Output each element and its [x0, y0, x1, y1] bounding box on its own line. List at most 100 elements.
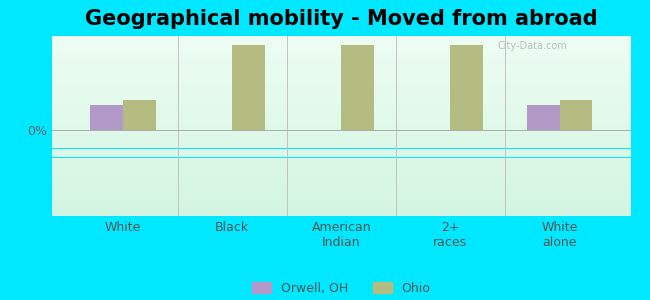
- Bar: [52, 125, 630, 126]
- Bar: [52, 191, 630, 192]
- Bar: [52, 115, 630, 116]
- Bar: [52, 60, 630, 61]
- Bar: [52, 88, 630, 89]
- Bar: [52, 135, 630, 136]
- Bar: [52, 107, 630, 108]
- Bar: [52, 54, 630, 55]
- Bar: [52, 103, 630, 104]
- Bar: [52, 131, 630, 132]
- Bar: [52, 63, 630, 64]
- Bar: [52, 174, 630, 175]
- Bar: [52, 112, 630, 113]
- Bar: [52, 113, 630, 114]
- Bar: [52, 102, 630, 103]
- Bar: [52, 163, 630, 164]
- Bar: [52, 169, 630, 170]
- Bar: [52, 160, 630, 161]
- Bar: [52, 192, 630, 193]
- Bar: [52, 145, 630, 146]
- Bar: [52, 211, 630, 212]
- Bar: [52, 65, 630, 66]
- Bar: [52, 162, 630, 163]
- Bar: [52, 199, 630, 200]
- Bar: [52, 140, 630, 141]
- Bar: [52, 195, 630, 196]
- Bar: [52, 51, 630, 52]
- Bar: [52, 148, 630, 149]
- Bar: [52, 127, 630, 128]
- Bar: [52, 196, 630, 197]
- Bar: [52, 134, 630, 135]
- Bar: [52, 215, 630, 216]
- Bar: [52, 204, 630, 205]
- Bar: [52, 108, 630, 109]
- Bar: [52, 179, 630, 180]
- Bar: [52, 202, 630, 203]
- Bar: [52, 37, 630, 38]
- Bar: [52, 93, 630, 94]
- Bar: [52, 97, 630, 98]
- Bar: [52, 85, 630, 86]
- Bar: [52, 180, 630, 181]
- Bar: [52, 78, 630, 79]
- Bar: [52, 194, 630, 195]
- Bar: [52, 207, 630, 208]
- Bar: [52, 89, 630, 90]
- Bar: [52, 157, 630, 158]
- Bar: [560, 100, 592, 130]
- Bar: [52, 75, 630, 76]
- Bar: [52, 197, 630, 198]
- Bar: [52, 56, 630, 57]
- Bar: [52, 94, 630, 95]
- Bar: [52, 43, 630, 44]
- Bar: [52, 193, 630, 194]
- Bar: [52, 202, 630, 203]
- Bar: [52, 141, 630, 142]
- Bar: [52, 48, 630, 49]
- Bar: [52, 96, 630, 97]
- Bar: [232, 45, 265, 130]
- Bar: [52, 143, 630, 144]
- Bar: [52, 147, 630, 148]
- Bar: [52, 153, 630, 154]
- Bar: [52, 158, 630, 159]
- Bar: [52, 77, 630, 78]
- Bar: [52, 167, 630, 168]
- Bar: [52, 84, 630, 85]
- Bar: [52, 142, 630, 143]
- Bar: [52, 182, 630, 183]
- Text: City-Data.com: City-Data.com: [497, 41, 567, 51]
- Bar: [52, 98, 630, 99]
- Bar: [52, 70, 630, 71]
- Bar: [52, 178, 630, 179]
- Bar: [52, 40, 630, 41]
- Bar: [52, 176, 630, 177]
- Bar: [52, 144, 630, 145]
- Bar: [52, 183, 630, 184]
- Bar: [52, 146, 630, 147]
- Bar: [52, 173, 630, 174]
- Bar: [52, 72, 630, 73]
- Bar: [52, 59, 630, 60]
- Bar: [52, 164, 630, 165]
- Bar: [52, 177, 630, 178]
- Bar: [52, 209, 630, 210]
- Bar: [52, 104, 630, 105]
- Bar: [52, 136, 630, 137]
- Bar: [52, 90, 630, 91]
- Bar: [52, 55, 630, 56]
- Bar: [52, 105, 630, 106]
- Bar: [52, 49, 630, 50]
- Bar: [52, 128, 630, 129]
- Bar: [52, 188, 630, 189]
- Bar: [52, 53, 630, 54]
- Bar: [52, 200, 630, 201]
- Bar: [52, 132, 630, 133]
- Bar: [52, 213, 630, 214]
- Bar: [52, 212, 630, 213]
- Bar: [52, 95, 630, 96]
- Bar: [52, 57, 630, 58]
- Bar: [52, 154, 630, 155]
- Bar: [52, 181, 630, 182]
- Bar: [52, 214, 630, 215]
